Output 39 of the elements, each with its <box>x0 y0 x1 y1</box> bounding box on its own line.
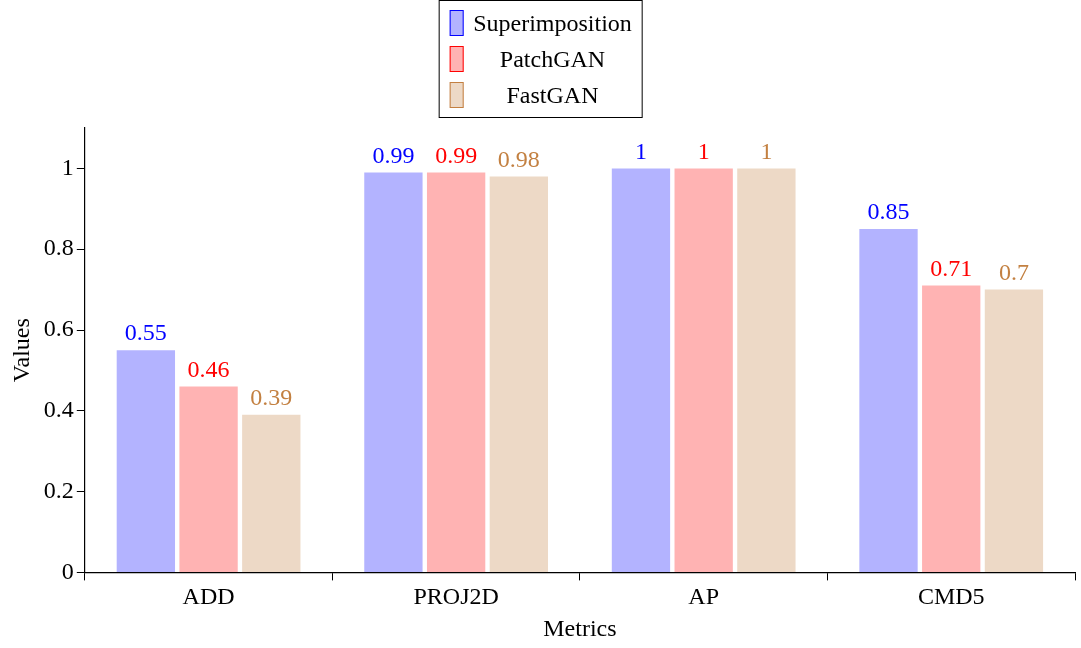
y-axis-title: Values <box>7 318 34 383</box>
x-tick-label: PROJ2D <box>413 583 499 610</box>
legend-label: Superimposition <box>473 9 632 37</box>
bar <box>426 172 486 572</box>
y-tick-label: 1 <box>61 153 74 180</box>
data-label: 0.98 <box>497 145 540 172</box>
data-label: 0.39 <box>250 384 293 411</box>
data-label: 1 <box>634 137 647 164</box>
data-label: 0.85 <box>867 198 910 225</box>
y-tick-label: 0.6 <box>43 315 74 342</box>
x-tick-label: ADD <box>182 583 235 610</box>
bar <box>737 168 796 572</box>
legend-label: PatchGAN <box>498 45 607 73</box>
bar <box>674 168 733 572</box>
bar <box>116 350 176 572</box>
y-tick-label: 0.8 <box>43 234 74 261</box>
bar <box>242 414 301 572</box>
bar <box>179 386 238 572</box>
data-label: 0.7 <box>998 258 1029 285</box>
bar <box>859 229 918 572</box>
bar <box>984 289 1044 572</box>
data-label: 0.46 <box>187 355 230 382</box>
y-tick-label: 0 <box>61 557 74 584</box>
data-label: 0.99 <box>435 141 478 168</box>
bar <box>489 176 548 572</box>
x-axis-title: Metrics <box>543 614 617 641</box>
data-label: 0.71 <box>930 254 973 281</box>
bar <box>364 172 423 572</box>
bar <box>611 168 671 572</box>
data-label: 0.99 <box>372 141 415 168</box>
y-tick-label: 0.2 <box>43 476 74 503</box>
bar <box>922 285 981 572</box>
data-label: 1 <box>697 137 710 164</box>
data-label: 0.55 <box>124 319 167 346</box>
x-tick-label: AP <box>688 583 720 610</box>
legend-label: FastGAN <box>505 81 600 109</box>
x-tick-label: CMD5 <box>917 583 985 610</box>
data-label: 1 <box>760 137 773 164</box>
y-tick-label: 0.4 <box>43 396 74 423</box>
